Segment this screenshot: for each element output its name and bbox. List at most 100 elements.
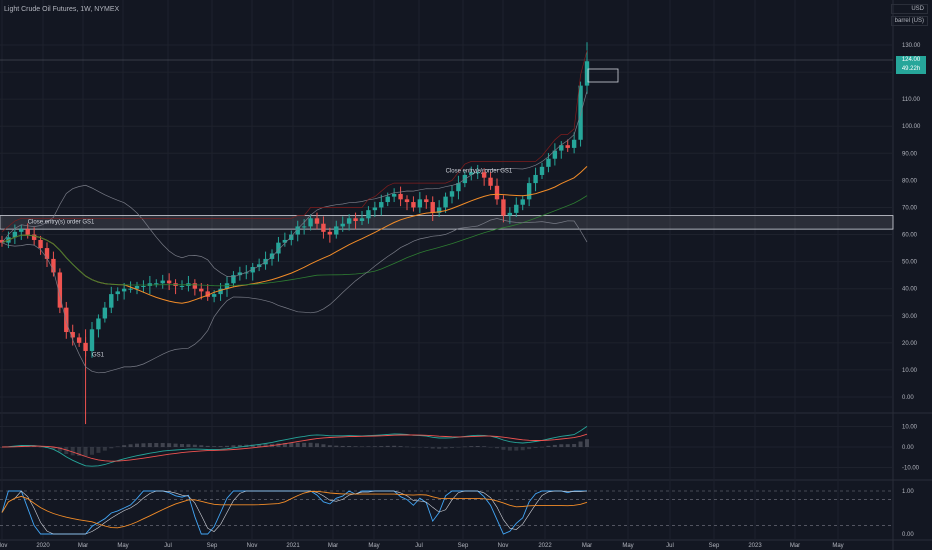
axes: Nov 2020 Mar May Jul Sep Nov 2021 Mar May Jul Sep No… — [0, 43, 921, 549]
x-tick-label: Nov — [0, 543, 7, 549]
macd-histogram-bar — [315, 443, 319, 447]
x-tick-label: Mar — [78, 543, 88, 549]
last-price: 124.00 — [901, 57, 921, 63]
candle-body — [244, 272, 249, 274]
candle-body — [353, 218, 358, 221]
candle-body — [141, 285, 146, 287]
macd-histogram-bar — [456, 447, 461, 448]
candle-body — [57, 272, 63, 308]
y-tick-label: 100.00 — [902, 124, 921, 130]
candle-body — [321, 223, 326, 232]
macd-histogram-bar — [372, 446, 377, 447]
y-tick-label: 130.00 — [902, 43, 921, 49]
candle-body — [449, 191, 455, 197]
y-tick-label: 40.00 — [902, 287, 918, 293]
candle-body — [391, 193, 397, 197]
macd-histogram-bar — [51, 447, 56, 450]
candle-body — [51, 258, 56, 273]
slow-ma-line — [1, 195, 588, 287]
candle-body — [346, 218, 352, 224]
stoch-tick-label: 1.00 — [902, 489, 914, 495]
macd-tick-label: -10.00 — [902, 466, 920, 472]
x-tick-label: Nov — [247, 543, 258, 549]
x-tick-label: Jul — [666, 543, 674, 549]
macd-histogram-bar — [565, 444, 570, 447]
macd-histogram-bar — [334, 445, 339, 447]
macd-histogram-bar — [102, 447, 107, 451]
macd-histogram-bar — [398, 446, 403, 447]
candle-body — [533, 174, 538, 184]
macd-histogram-bar — [430, 447, 435, 449]
candle-body — [89, 329, 95, 351]
currency-code[interactable]: USD — [890, 4, 928, 14]
macd-histogram-bar — [257, 444, 262, 447]
macd-histogram-bar — [57, 447, 62, 452]
stoch-pane — [0, 490, 893, 535]
candle-body — [115, 291, 120, 295]
candle-body — [327, 231, 333, 235]
candle-body — [398, 193, 403, 200]
candle-body — [430, 202, 435, 213]
macd-histogram-bar — [385, 445, 390, 447]
candle-body — [179, 285, 185, 287]
macd-tick-label: 0.00 — [902, 445, 914, 451]
macd-histogram-bar — [218, 446, 223, 447]
candle-body — [436, 207, 442, 213]
candle-body — [539, 166, 545, 175]
candle-body — [334, 226, 339, 235]
y-tick-label: 110.00 — [902, 97, 921, 103]
candle-body — [231, 275, 236, 284]
y-tick-label: 60.00 — [902, 233, 918, 239]
macd-histogram-bar — [424, 447, 429, 448]
candle-body — [514, 204, 519, 213]
candle-body — [559, 145, 564, 151]
macd-histogram-bar — [205, 445, 210, 447]
candle-body — [121, 288, 127, 292]
x-tick-label: Jul — [415, 543, 423, 549]
macd-histogram-bar — [417, 447, 422, 448]
candle-body — [372, 207, 378, 211]
bollinger-upper — [1, 90, 588, 278]
candle-body — [250, 267, 255, 273]
candle-body — [160, 280, 165, 284]
candle-body — [70, 332, 75, 338]
macd-histogram-bar — [289, 442, 294, 447]
macd-histogram-bar — [488, 447, 493, 448]
main-pane: Close entry(s) order GS1 GS1 Close entry(s… — [0, 42, 894, 425]
macd-histogram-bar — [340, 445, 345, 447]
candle-body — [199, 288, 204, 292]
candle-body — [0, 239, 5, 243]
y-tick-label: 50.00 — [902, 260, 918, 266]
macd-histogram-bar — [308, 442, 313, 447]
candle-body — [289, 234, 294, 240]
macd-histogram-bar — [282, 443, 287, 447]
macd-histogram-bar — [96, 447, 101, 453]
macd-histogram-bar — [437, 447, 442, 449]
y-tick-label: 20.00 — [902, 341, 918, 347]
candle-body — [314, 218, 320, 224]
macd-histogram-bar — [225, 445, 229, 447]
candle-body — [507, 212, 513, 216]
x-tick-label: Sep — [709, 543, 720, 549]
candle-body — [205, 291, 210, 297]
candle-body — [64, 307, 69, 333]
macd-histogram-bar — [212, 446, 217, 447]
macd-histogram-bar — [141, 443, 146, 447]
x-tick-label: 2020 — [36, 543, 50, 549]
candle-body — [584, 61, 590, 86]
candle-body — [469, 172, 474, 175]
macd-histogram-bar — [90, 447, 94, 455]
candle-body — [404, 199, 410, 203]
currency-box[interactable]: USD barrel (US) — [890, 4, 928, 28]
macd-histogram-bar — [122, 445, 127, 447]
macd-histogram-bar — [501, 447, 506, 450]
x-tick-label: Mar — [328, 543, 338, 549]
candle-body — [571, 139, 577, 148]
y-tick-label: 0.00 — [902, 395, 914, 401]
candle-body — [565, 145, 570, 148]
macd-histogram-bar — [585, 439, 589, 447]
macd-histogram-bar — [572, 444, 577, 447]
candle-body — [526, 183, 532, 200]
macd-histogram-bar — [77, 447, 82, 456]
